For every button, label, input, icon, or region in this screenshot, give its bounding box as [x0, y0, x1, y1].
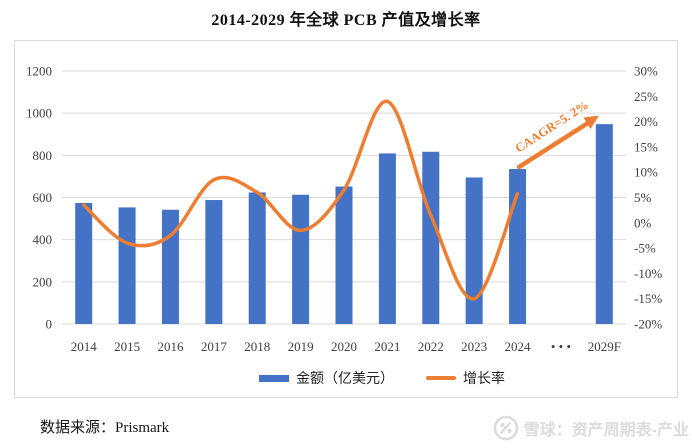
bar-2015: [118, 207, 136, 324]
bar-2019: [292, 194, 310, 324]
legend-label-amount: 金额（亿美元）: [296, 372, 394, 387]
x-axis-label-2023: 2023: [461, 339, 487, 354]
right-axis-tick: 30%: [634, 64, 658, 79]
right-axis-tick: 10%: [634, 165, 658, 180]
legend-item-amount: 金额（亿美元）: [259, 368, 394, 388]
right-axis-tick: 25%: [634, 89, 658, 104]
watermark: 雪球：资产周期表-产业: [493, 415, 689, 441]
left-axis-tick: 1000: [26, 106, 52, 121]
right-axis-tick: -15%: [634, 291, 662, 306]
left-axis-tick: 0: [46, 317, 53, 332]
left-axis-tick: 200: [33, 274, 53, 289]
bar-2023: [465, 177, 483, 324]
chart-legend: 金额（亿美元） 增长率: [15, 368, 677, 388]
x-axis-label-2029F: 2029F: [588, 339, 621, 354]
right-axis-tick: -20%: [634, 317, 662, 332]
left-axis-tick: 400: [33, 232, 53, 247]
caagr-arrow: [516, 120, 591, 170]
x-axis-label-2024: 2024: [505, 339, 532, 354]
chart-title: 2014-2029 年全球 PCB 产值及增长率: [211, 12, 481, 29]
x-axis-label-2017: 2017: [201, 339, 228, 354]
x-axis-label-2014: 2014: [71, 339, 98, 354]
bar-2020: [335, 186, 353, 324]
xueqiu-logo-icon: [493, 415, 518, 441]
right-axis-tick: 15%: [634, 139, 658, 154]
x-axis-label-2021: 2021: [374, 339, 400, 354]
right-axis-tick: -5%: [634, 241, 656, 256]
pcb-combo-chart: 0 200 400 600 800 1000 1200 30% 25% 20% 15% 10% 5% 0%…: [26, 64, 662, 355]
bar-2017: [205, 200, 223, 324]
growth-rate-line: [81, 99, 520, 301]
bar-series-swatch-icon: [259, 374, 289, 382]
bar-2022: [422, 151, 440, 324]
watermark-text: 雪球：资产周期表-产业: [523, 422, 689, 439]
bar-2021: [378, 153, 396, 324]
x-axis-label-• • •: • • •: [551, 339, 571, 354]
right-axis-tick: 5%: [634, 190, 652, 205]
left-axis-tick: 600: [33, 190, 53, 205]
left-axis-tick: 1200: [26, 64, 52, 79]
right-axis-tick: -10%: [634, 266, 662, 281]
legend-label-growth: 增长率: [463, 372, 505, 387]
line-series-swatch-icon: [426, 376, 456, 380]
x-axis-label-2019: 2019: [288, 339, 314, 354]
data-source-caption: 数据来源：Prismark: [40, 420, 170, 436]
x-axis-label-2018: 2018: [244, 339, 270, 354]
legend-item-growth: 增长率: [426, 368, 505, 388]
right-axis-tick: 20%: [634, 114, 658, 129]
x-axis-label-2016: 2016: [157, 339, 184, 354]
x-axis-label-2020: 2020: [331, 339, 357, 354]
bar-2018: [248, 192, 266, 324]
right-axis-tick: 0%: [634, 215, 652, 230]
x-axis-label-2022: 2022: [418, 339, 444, 354]
left-axis-tick: 800: [33, 148, 53, 163]
bar-2014: [75, 202, 93, 324]
bar-2029F: [595, 124, 613, 324]
caagr-arrowhead-icon: [583, 115, 599, 129]
chart-frame: 0 200 400 600 800 1000 1200 30% 25% 20% 15% 10% 5% 0%…: [14, 40, 678, 398]
x-axis-label-2015: 2015: [114, 339, 140, 354]
